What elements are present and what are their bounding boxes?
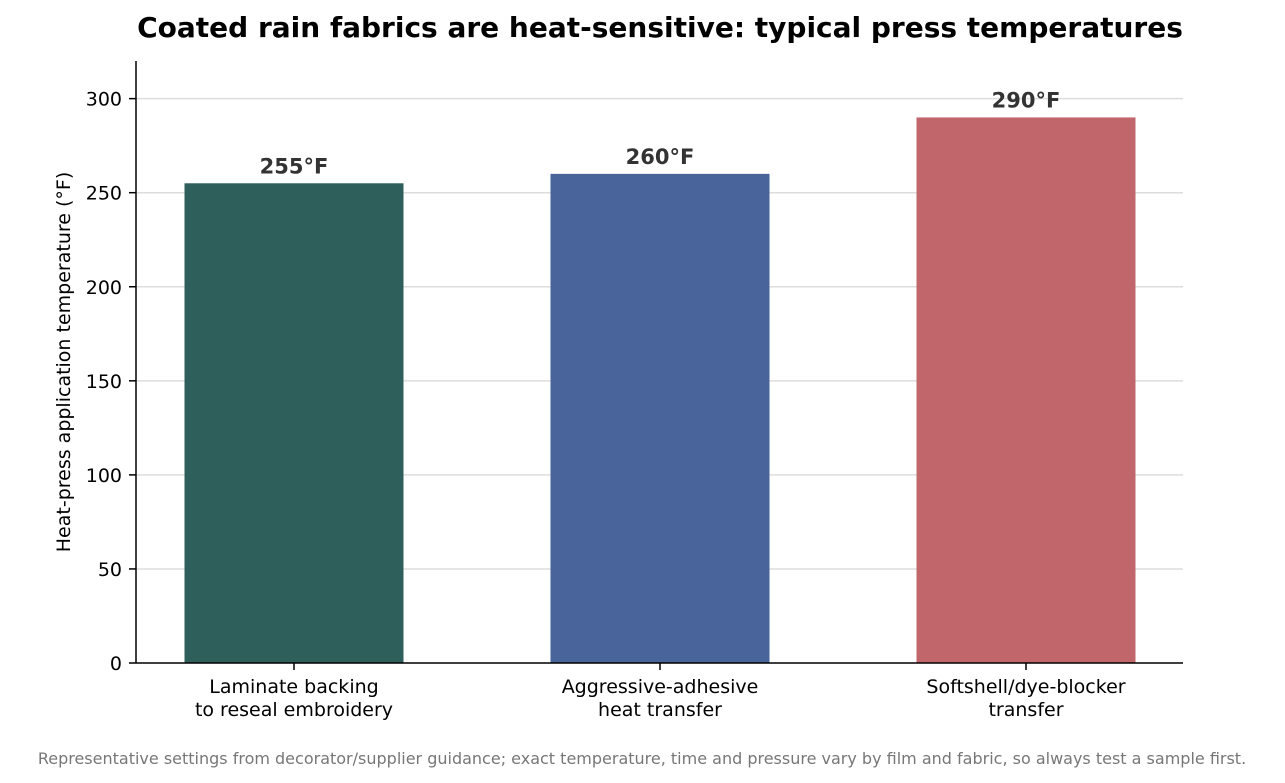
bar xyxy=(550,173,770,663)
data-label: 290°F xyxy=(992,88,1061,112)
x-tick-label: Aggressive-adhesive xyxy=(562,676,759,698)
footnote: Representative settings from decorator/s… xyxy=(38,749,1246,768)
y-tick-label: 250 xyxy=(86,183,122,205)
y-tick-label: 300 xyxy=(86,89,122,111)
x-tick-label: heat transfer xyxy=(598,699,722,721)
y-tick-label: 100 xyxy=(86,465,122,487)
x-tick-label: Laminate backing xyxy=(209,676,378,698)
bars xyxy=(184,117,1136,663)
bar xyxy=(184,183,404,663)
chart-title: Coated rain fabrics are heat-sensitive: … xyxy=(137,11,1183,44)
data-label: 260°F xyxy=(626,145,695,169)
y-tick-label: 150 xyxy=(86,371,122,393)
y-axis-label: Heat-press application temperature (°F) xyxy=(53,172,75,552)
x-tick-label: Softshell/dye-blocker xyxy=(926,676,1125,698)
data-label: 255°F xyxy=(260,154,329,178)
y-ticks: 0 50 100 150 200 250 300 xyxy=(86,89,136,675)
y-tick-label: 0 xyxy=(110,653,122,675)
y-tick-label: 50 xyxy=(98,559,122,581)
y-tick-label: 200 xyxy=(86,277,122,299)
data-labels: 255°F 260°F 290°F xyxy=(260,88,1061,178)
x-tick-label: transfer xyxy=(988,699,1063,721)
bar xyxy=(916,117,1136,663)
x-tick-label: to reseal embroidery xyxy=(195,699,393,721)
